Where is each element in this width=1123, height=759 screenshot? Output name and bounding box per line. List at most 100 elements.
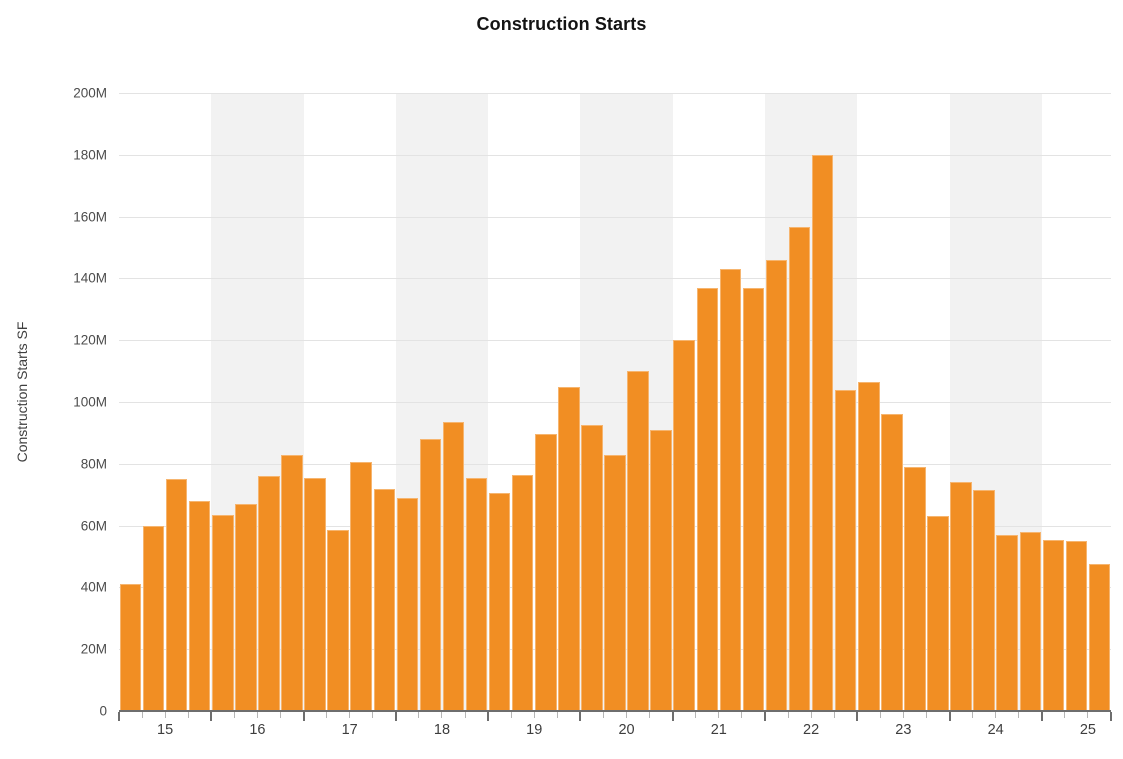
bar[interactable] <box>1065 541 1088 711</box>
x-minor-tick <box>510 712 512 718</box>
bar[interactable] <box>673 340 695 711</box>
bar[interactable] <box>212 514 234 711</box>
x-axis-tick-label: 19 <box>526 722 543 738</box>
bar[interactable] <box>189 500 211 711</box>
chart-title: Construction Starts <box>476 14 647 34</box>
x-minor-tick <box>556 712 558 718</box>
bar[interactable] <box>858 381 880 711</box>
x-minor-tick <box>833 712 835 718</box>
x-minor-tick <box>164 712 166 718</box>
bar[interactable] <box>235 503 257 711</box>
bar[interactable] <box>604 454 626 711</box>
y-axis-title-text: Construction Starts SF <box>14 321 30 463</box>
x-minor-tick <box>441 712 443 718</box>
y-axis-tick-label: 20M <box>80 641 107 657</box>
bar[interactable] <box>419 439 442 711</box>
bar[interactable] <box>950 482 972 711</box>
y-axis-tick-label: 160M <box>73 209 107 225</box>
x-minor-tick <box>1018 712 1020 718</box>
bar[interactable] <box>742 287 765 711</box>
y-axis-tick-label: 140M <box>73 270 107 286</box>
bar[interactable] <box>1042 539 1065 711</box>
bar[interactable] <box>881 414 903 711</box>
bar[interactable] <box>765 259 788 711</box>
x-minor-tick <box>879 712 881 718</box>
x-minor-tick <box>925 712 927 718</box>
x-major-tick <box>763 712 766 721</box>
bar[interactable] <box>973 490 995 711</box>
bar[interactable] <box>442 422 465 711</box>
x-major-tick <box>394 712 397 721</box>
bar[interactable] <box>350 462 372 711</box>
bar[interactable] <box>927 516 949 711</box>
y-axis-tick-label: 80M <box>80 456 107 472</box>
x-minor-tick <box>902 712 904 718</box>
bar[interactable] <box>788 227 811 711</box>
x-minor-tick <box>718 712 720 718</box>
bar[interactable] <box>696 287 718 711</box>
x-minor-tick <box>279 712 281 718</box>
bar[interactable] <box>1019 531 1041 711</box>
bar[interactable] <box>650 429 672 711</box>
bar[interactable] <box>327 530 349 711</box>
x-axis-tick-label: 17 <box>341 722 358 738</box>
bar[interactable] <box>142 525 165 711</box>
bar[interactable] <box>1088 564 1111 711</box>
x-major-tick <box>118 712 120 721</box>
x-axis-tick-label: 16 <box>249 722 266 738</box>
x-minor-tick <box>1064 712 1066 718</box>
x-minor-tick <box>626 712 628 718</box>
x-major-tick <box>579 712 582 721</box>
x-minor-tick <box>787 712 789 718</box>
gridline <box>119 216 1111 218</box>
bar[interactable] <box>373 488 396 711</box>
y-axis-tick-label: 100M <box>73 394 107 410</box>
x-major-tick <box>948 712 951 721</box>
bar[interactable] <box>304 477 326 711</box>
x-minor-tick <box>649 712 651 718</box>
x-major-tick <box>302 712 305 721</box>
bar[interactable] <box>258 476 280 711</box>
bar[interactable] <box>465 477 488 711</box>
x-minor-tick <box>349 712 351 718</box>
gridline <box>119 154 1111 156</box>
bar[interactable] <box>558 386 580 711</box>
x-axis-line <box>119 710 1111 712</box>
x-axis-tick-label: 21 <box>710 722 727 738</box>
x-major-tick <box>210 712 213 721</box>
x-minor-tick <box>233 712 235 718</box>
bar[interactable] <box>535 434 557 711</box>
plot-area <box>118 93 1112 721</box>
bar[interactable] <box>281 454 303 711</box>
x-axis-tick-label: 23 <box>895 722 912 738</box>
x-minor-tick <box>695 712 697 718</box>
bar[interactable] <box>581 425 603 711</box>
bar[interactable] <box>119 584 142 711</box>
x-minor-tick <box>741 712 743 718</box>
y-axis-tick-label: 120M <box>73 332 107 348</box>
bar[interactable] <box>904 466 926 711</box>
x-minor-tick <box>187 712 189 718</box>
x-minor-tick <box>533 712 535 718</box>
bar[interactable] <box>511 474 534 711</box>
bar[interactable] <box>834 389 857 711</box>
bar[interactable] <box>396 497 419 711</box>
x-minor-tick <box>256 712 258 718</box>
x-axis-tick-label: 20 <box>618 722 635 738</box>
y-axis-tick-label: 0 <box>99 703 107 719</box>
bar[interactable] <box>719 269 742 711</box>
x-axis-tick-label: 22 <box>803 722 820 738</box>
x-minor-tick <box>418 712 420 718</box>
bar[interactable] <box>996 534 1018 711</box>
x-axis-tick-label: 25 <box>1079 722 1096 738</box>
x-axis-tick-label: 18 <box>433 722 451 738</box>
bar[interactable] <box>488 493 511 711</box>
x-major-tick <box>856 712 859 721</box>
bar[interactable] <box>627 371 649 711</box>
bar[interactable] <box>165 479 188 711</box>
gridline <box>119 402 1111 403</box>
x-minor-tick <box>995 712 997 718</box>
x-minor-tick <box>372 712 374 718</box>
bar[interactable] <box>811 154 834 711</box>
